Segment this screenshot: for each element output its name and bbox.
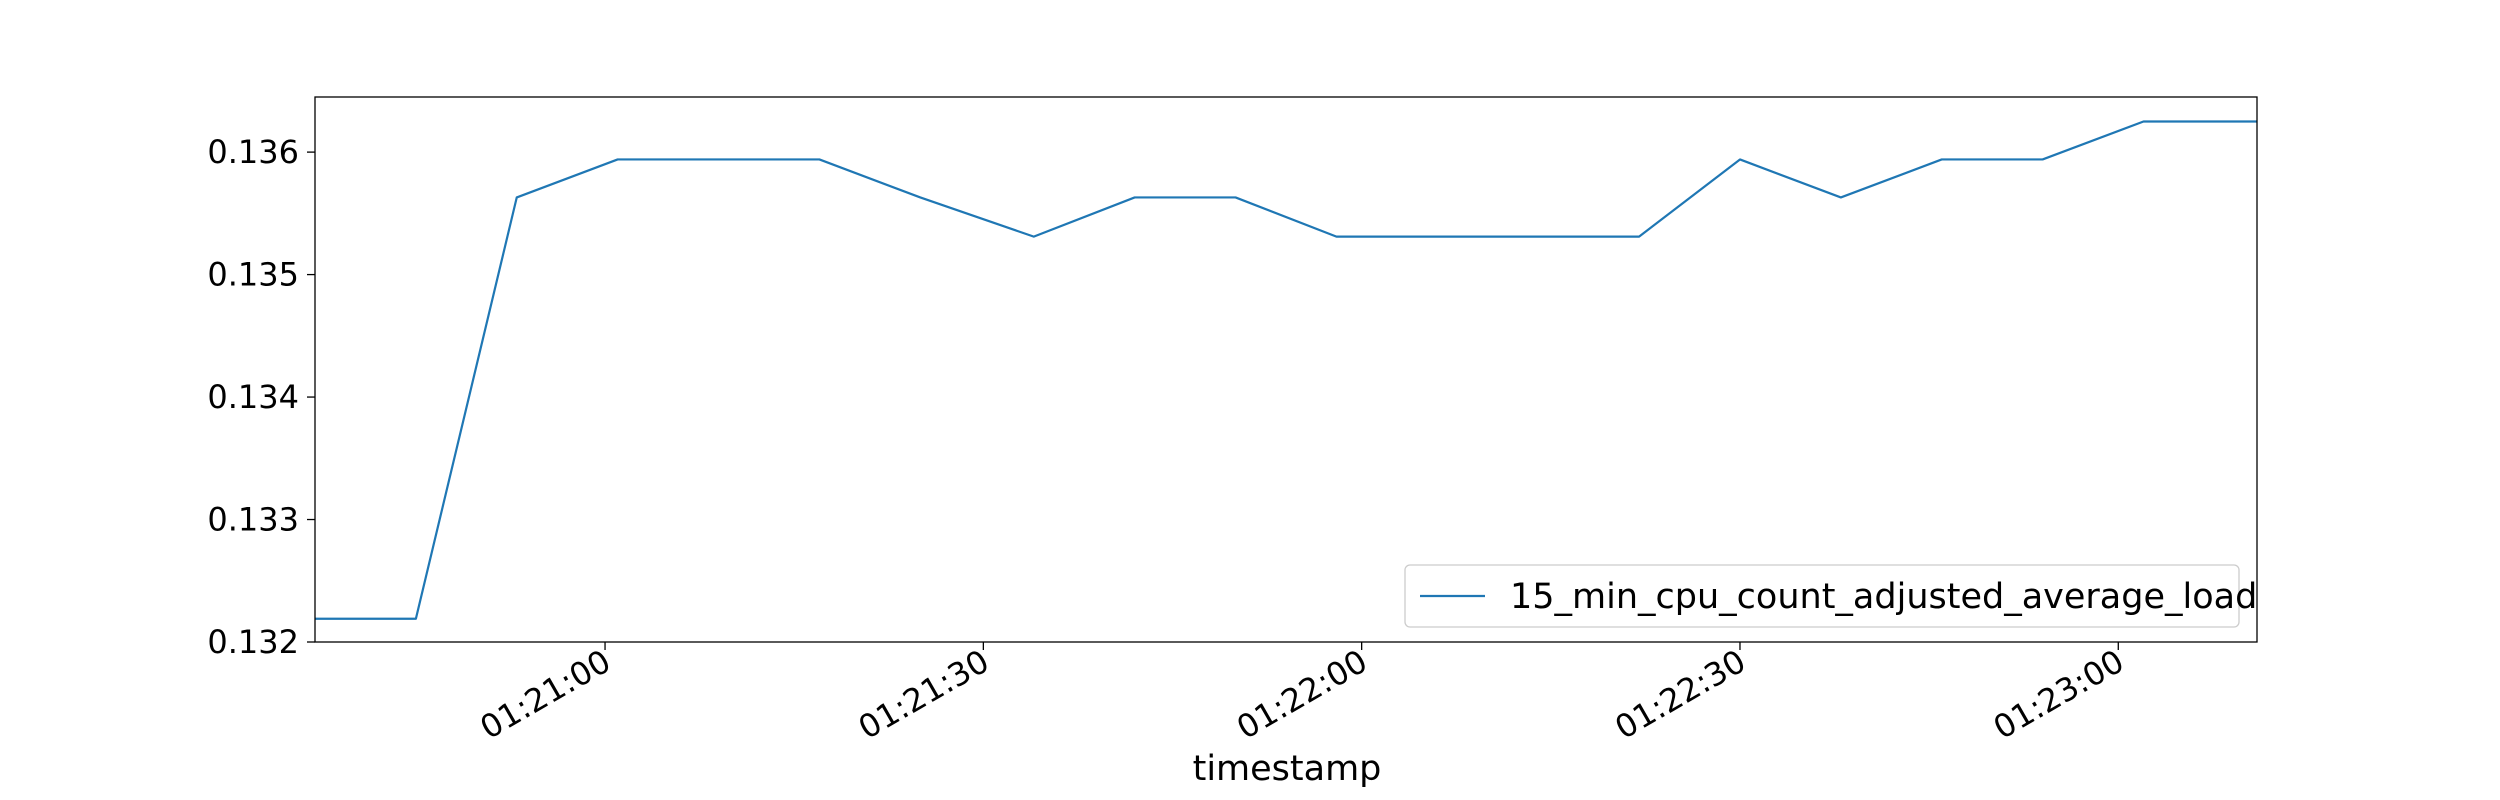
y-tick-label: 0.134 (207, 378, 299, 416)
plot-frame (314, 96, 2258, 643)
plot-area (314, 96, 2258, 643)
y-tick-label: 0.133 (207, 501, 299, 539)
legend-box (1404, 564, 2240, 628)
y-axis: 0.132 0.133 0.134 0.135 0.136 (207, 133, 315, 661)
legend-label: 15_min_cpu_count_adjusted_average_load (1510, 577, 2257, 617)
x-tick-label: 01:23:00 (1987, 642, 2130, 747)
legend: 15_min_cpu_count_adjusted_average_load (1404, 564, 2257, 628)
x-tick-label: 01:22:30 (1609, 642, 1752, 747)
x-tick-label: 01:21:00 (474, 642, 617, 747)
series-line-0 (315, 120, 2257, 620)
x-axis: 01:21:00 01:21:30 01:22:00 01:22:30 01:23:00 (474, 642, 2130, 747)
y-tick-label: 0.132 (207, 623, 299, 661)
x-tick-label: 01:21:30 (852, 642, 995, 747)
x-axis-title: timestamp (1193, 749, 1382, 789)
x-tick-label: 01:22:00 (1230, 642, 1373, 747)
y-tick-label: 0.136 (207, 133, 299, 171)
y-tick-label: 0.135 (207, 256, 299, 294)
